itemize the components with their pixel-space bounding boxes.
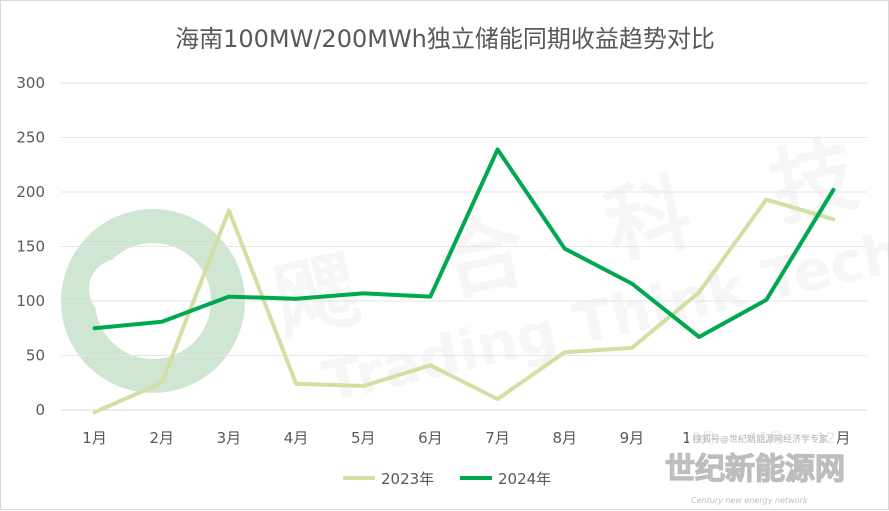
- legend-label-2024: 2024年: [498, 470, 551, 488]
- y-tick-label: 100: [16, 292, 45, 310]
- x-tick-label: 8月: [552, 429, 577, 447]
- x-tick-label: 3月: [217, 429, 242, 447]
- legend: 2023年 2024年: [343, 470, 551, 488]
- x-tick-label: 7月: [485, 429, 510, 447]
- brand-name: 世纪新能源网: [665, 452, 845, 487]
- y-tick-label: 0: [35, 401, 45, 419]
- brand-subtitle: Century new energy network: [691, 496, 808, 505]
- y-tick-label: 250: [16, 129, 45, 147]
- x-tick-label: 1月: [82, 429, 107, 447]
- x-tick-label: 4月: [284, 429, 309, 447]
- y-tick-label: 150: [16, 238, 45, 256]
- y-axis: 0 50 100 150 200 250 300: [16, 74, 45, 419]
- legend-label-2023: 2023年: [381, 470, 434, 488]
- y-tick-label: 300: [16, 74, 45, 92]
- x-tick-label: 2月: [149, 429, 174, 447]
- x-tick-label: 5月: [351, 429, 376, 447]
- x-tick-label: 9月: [620, 429, 645, 447]
- stamp-text: 搜狐号@世纪新能源网经济学专家: [693, 433, 828, 445]
- watermark-logo-inner-icon: [89, 259, 149, 319]
- y-tick-label: 50: [26, 347, 45, 365]
- x-tick-label: 6月: [418, 429, 443, 447]
- brand-watermark: 搜狐号@世纪新能源网经济学专家 世纪新能源网 Century new energ…: [665, 431, 845, 505]
- y-tick-label: 200: [16, 183, 45, 201]
- watermark-char-3: 科: [596, 162, 700, 276]
- chart-title: 海南100MW/200MWh独立储能同期收益趋势对比: [175, 25, 715, 53]
